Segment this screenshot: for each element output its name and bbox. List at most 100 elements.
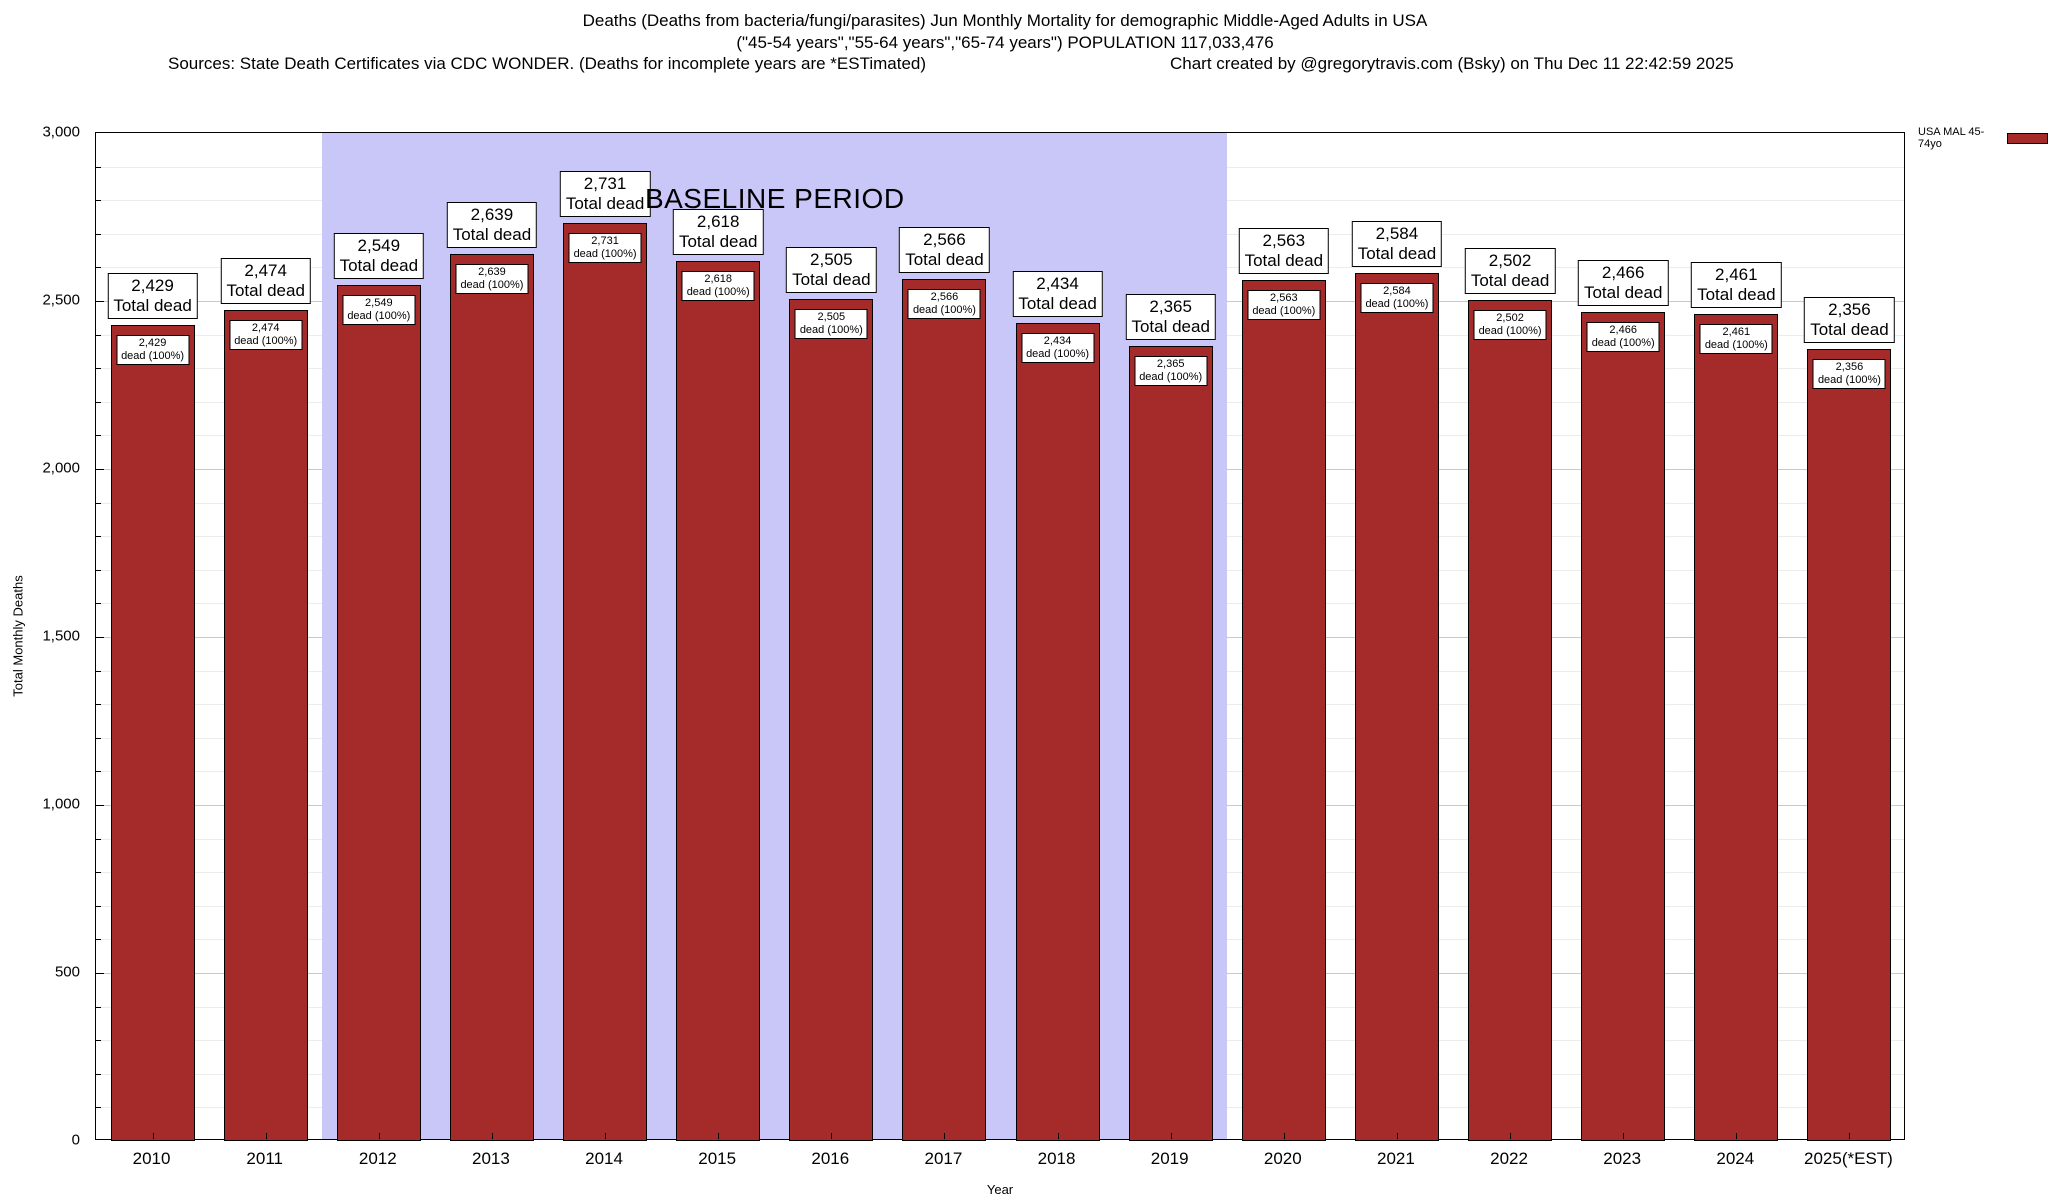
bar-label-2011: 2,474 Total dead: [220, 257, 311, 304]
bar-2014: [563, 223, 648, 1141]
baseline-label: BASELINE PERIOD: [644, 183, 905, 214]
y-tick-mark: [96, 401, 101, 403]
y-axis: 0 500 1,000 1,500 2,000 2,500 3,000: [0, 124, 88, 1149]
x-tick-mark: [1510, 1133, 1512, 1139]
x-axis-label-2022: 2022: [1490, 1149, 1528, 1168]
y-tick-mark: [96, 1040, 101, 1042]
bar-inner-label-2022: 2,502 dead (100%): [1473, 310, 1547, 341]
bar-2021: [1354, 272, 1439, 1141]
chart-header: Deaths (Deaths from bacteria/fungi/paras…: [0, 10, 2010, 76]
x-tick-mark: [831, 1133, 833, 1139]
y-tick-mark: [96, 200, 101, 202]
y-tick-mark: [96, 469, 104, 470]
y-tick-mark: [96, 1073, 101, 1075]
bar-label-2015: 2,618 Total dead: [672, 209, 764, 256]
y-tick-label: 1,500: [42, 627, 80, 645]
bar-inner-label-2021: 2,584 dead (100%): [1360, 282, 1434, 313]
bar-inner-label-2019: 2,365 dead (100%): [1134, 356, 1208, 387]
y-tick-mark: [96, 973, 104, 974]
bar-label-2012: 2,549 Total dead: [333, 232, 425, 279]
y-tick-mark: [96, 301, 104, 302]
y-tick-mark: [96, 805, 104, 806]
y-tick-mark: [96, 872, 101, 874]
bar-label-2013: 2,639 Total dead: [446, 202, 538, 249]
y-tick-mark: [96, 233, 101, 235]
y-tick-label: 1,000: [42, 795, 80, 813]
x-tick-mark: [265, 1133, 267, 1139]
y-tick-mark: [96, 1107, 101, 1109]
y-tick-mark: [96, 905, 101, 907]
y-tick-label: 3,000: [42, 123, 80, 141]
x-tick-mark: [1170, 1133, 1172, 1139]
y-tick-mark: [96, 435, 101, 437]
y-tick-mark: [96, 704, 101, 706]
chart-title: Deaths (Deaths from bacteria/fungi/paras…: [582, 11, 1428, 30]
legend-swatch: [2007, 132, 2048, 144]
bar-inner-label-2015: 2,618 dead (100%): [681, 271, 755, 302]
y-tick-label: 0: [71, 1131, 80, 1149]
y-tick-label: 2,000: [42, 459, 80, 477]
x-axis-label-2011: 2011: [246, 1149, 283, 1168]
chart-subtitle: ("45-54 years","55-64 years","65-74 year…: [736, 33, 1274, 52]
bar-inner-label-2020: 2,563 dead (100%): [1247, 289, 1321, 320]
bar-label-2024: 2,461 Total dead: [1691, 262, 1782, 309]
bar-2025(*EST): [1807, 349, 1892, 1141]
x-tick-mark: [1396, 1133, 1398, 1139]
x-tick-mark: [1057, 1133, 1059, 1139]
x-tick-mark: [1623, 1133, 1625, 1139]
y-tick-label: 500: [54, 963, 80, 981]
x-tick-mark: [718, 1133, 720, 1139]
x-axis-label-2013: 2013: [472, 1149, 510, 1168]
x-tick-mark: [491, 1133, 493, 1139]
y-tick-mark: [96, 939, 101, 941]
bar-inner-label-2013: 2,639 dead (100%): [455, 264, 529, 295]
y-tick-mark: [96, 166, 101, 168]
bar-label-2023: 2,466 Total dead: [1577, 260, 1669, 307]
bar-2012: [336, 284, 421, 1141]
y-tick-mark: [96, 267, 101, 269]
bar-2023: [1581, 312, 1666, 1141]
legend: USA MAL 45-74yo: [1918, 126, 2048, 150]
bar-inner-label-2010: 2,429 dead (100%): [116, 334, 190, 365]
y-tick-mark: [96, 368, 101, 370]
bar-inner-label-2012: 2,549 dead (100%): [342, 294, 416, 325]
bar-label-2021: 2,584 Total dead: [1351, 220, 1443, 267]
bar-2011: [223, 309, 308, 1141]
x-tick-mark: [378, 1133, 380, 1139]
bar-label-2019: 2,365 Total dead: [1125, 294, 1216, 341]
y-tick-mark: [96, 737, 101, 739]
x-axis-label-2014: 2014: [585, 1149, 623, 1168]
y-tick-mark: [96, 569, 101, 571]
x-axis-label-2016: 2016: [811, 1149, 850, 1168]
y-tick-mark: [96, 838, 101, 840]
legend-label: USA MAL 45-74yo: [1918, 126, 1985, 150]
x-tick-mark: [152, 1133, 154, 1139]
x-axis-label-2021: 2021: [1377, 1149, 1415, 1168]
bar-label-2022: 2,502 Total dead: [1464, 248, 1556, 295]
bar-inner-label-2017: 2,566 dead (100%): [907, 288, 981, 319]
chart-sources: Sources: State Death Certificates via CD…: [168, 54, 927, 73]
x-axis-label-2017: 2017: [924, 1149, 963, 1168]
x-axis-label-2020: 2020: [1263, 1149, 1302, 1168]
bar-inner-label-2018: 2,434 dead (100%): [1021, 333, 1095, 364]
bar-2016: [789, 299, 874, 1141]
y-tick-mark: [96, 771, 101, 773]
bar-label-2025(*EST): 2,356 Total dead: [1804, 297, 1895, 344]
bar-2022: [1468, 300, 1553, 1141]
bar-label-2017: 2,566 Total dead: [899, 226, 990, 273]
chart-meta-row: Sources: State Death Certificates via CD…: [0, 54, 2010, 76]
bar-label-2020: 2,563 Total dead: [1238, 227, 1330, 274]
bar-2013: [449, 254, 534, 1141]
y-tick-mark: [96, 637, 104, 638]
bar-inner-label-2025(*EST): 2,356 dead (100%): [1812, 359, 1886, 390]
x-tick-mark: [1849, 1133, 1851, 1139]
x-axis-label-2012: 2012: [358, 1149, 397, 1168]
x-tick-mark: [1736, 1133, 1738, 1139]
bar-2015: [676, 261, 761, 1141]
bar-label-2016: 2,505 Total dead: [786, 247, 877, 294]
bar-2024: [1694, 314, 1779, 1141]
bar-inner-label-2016: 2,505 dead (100%): [794, 309, 868, 340]
bar-inner-label-2024: 2,461 dead (100%): [1699, 324, 1773, 355]
bar-label-2014: 2,731 Total dead: [559, 171, 651, 218]
bar-2010: [110, 324, 195, 1141]
